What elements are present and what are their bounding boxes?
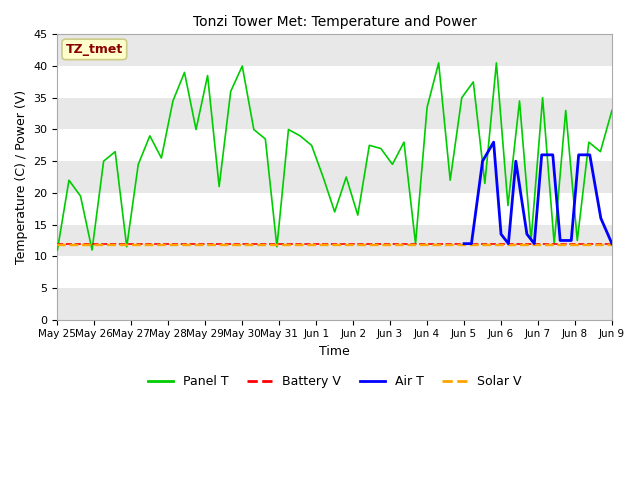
Bar bbox=[58, 256, 612, 288]
Bar bbox=[58, 225, 612, 256]
Bar bbox=[58, 161, 612, 193]
Bar bbox=[58, 98, 612, 130]
Bar bbox=[58, 193, 612, 225]
X-axis label: Time: Time bbox=[319, 345, 350, 358]
Title: Tonzi Tower Met: Temperature and Power: Tonzi Tower Met: Temperature and Power bbox=[193, 15, 477, 29]
Text: TZ_tmet: TZ_tmet bbox=[66, 43, 123, 56]
Bar bbox=[58, 66, 612, 98]
Bar bbox=[58, 288, 612, 320]
Y-axis label: Temperature (C) / Power (V): Temperature (C) / Power (V) bbox=[15, 90, 28, 264]
Bar bbox=[58, 130, 612, 161]
Legend: Panel T, Battery V, Air T, Solar V: Panel T, Battery V, Air T, Solar V bbox=[143, 371, 527, 394]
Bar bbox=[58, 35, 612, 66]
